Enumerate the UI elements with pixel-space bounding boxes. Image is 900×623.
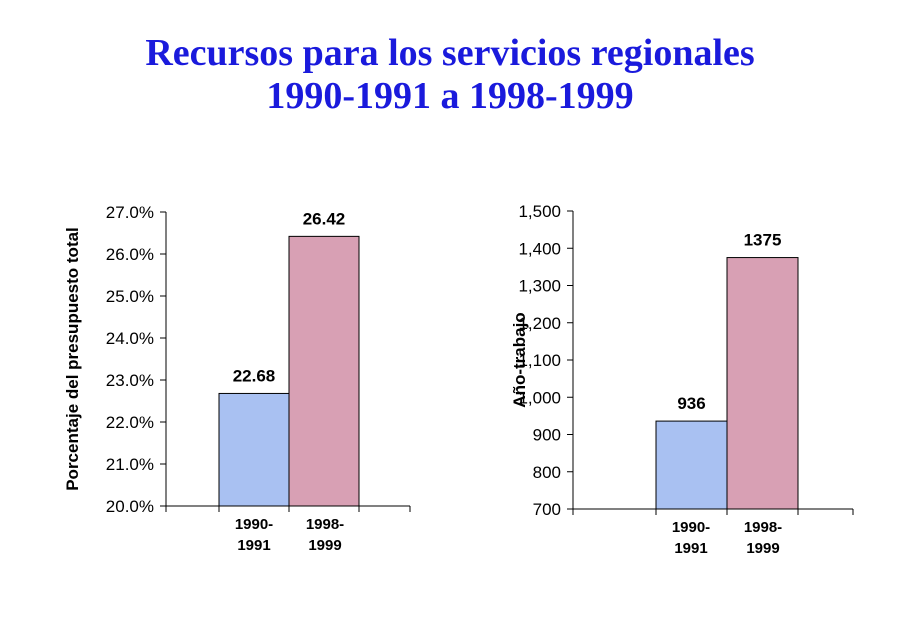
category-label-0: 1990- [672, 519, 710, 536]
y-tick-label: 1,000 [518, 388, 561, 407]
y-tick-label: 20.0% [106, 497, 154, 516]
category-label-1: 1999 [746, 540, 779, 557]
y-tick-label: 24.0% [106, 329, 154, 348]
y-tick-label: 700 [533, 500, 561, 519]
y-tick-label: 1,400 [518, 239, 561, 258]
page-title: Recursos para los servicios regionales 1… [0, 32, 900, 118]
y-tick-label: 21.0% [106, 455, 154, 474]
data-label-1: 1375 [744, 231, 782, 250]
y-tick-label: 1,500 [518, 202, 561, 221]
data-label-1: 26.42 [303, 209, 346, 228]
y-tick-label: 27.0% [106, 203, 154, 222]
category-label-0: 1991 [237, 537, 270, 554]
bar-1 [726, 257, 799, 510]
category-label-1: 1998- [306, 516, 344, 533]
y-tick-label: 23.0% [106, 371, 154, 390]
y-tick-label: 1,200 [518, 314, 561, 333]
y-tick-label: 22.0% [106, 413, 154, 432]
bar-0 [655, 420, 728, 510]
y-tick-label: 26.0% [106, 245, 154, 264]
page-title-line-2: 1990-1991 a 1998-1999 [266, 75, 634, 117]
y-axis-title: Año-trabajo [510, 312, 529, 407]
data-label-0: 936 [677, 394, 705, 413]
category-label-1: 1998- [744, 519, 782, 536]
y-tick-label: 25.0% [106, 287, 154, 306]
bar-1 [288, 235, 360, 507]
category-label-0: 1991 [674, 540, 707, 557]
y-tick-label: 800 [533, 463, 561, 482]
category-label-1: 1999 [308, 537, 341, 554]
page-title-line-1: Recursos para los servicios regionales [145, 32, 755, 74]
y-axis-title: Porcentaje del presupuesto total [63, 227, 82, 491]
y-tick-label: 1,100 [518, 351, 561, 370]
data-label-0: 22.68 [233, 366, 276, 385]
category-label-0: 1990- [235, 516, 273, 533]
y-tick-label: 1,300 [518, 277, 561, 296]
y-tick-label: 900 [533, 426, 561, 445]
